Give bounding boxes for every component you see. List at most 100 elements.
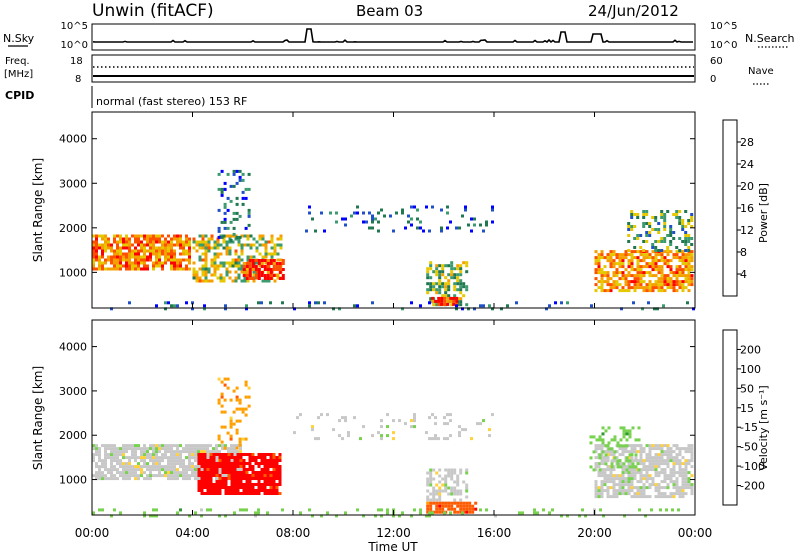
heatmap-cell [194, 444, 197, 448]
heatmap-cell [225, 270, 229, 274]
heatmap-cell [488, 434, 491, 438]
heatmap-cell [245, 453, 249, 456]
heatmap-cell [221, 465, 225, 468]
heatmap-cell [669, 231, 673, 234]
heatmap-cell [612, 483, 616, 487]
heatmap-cell [197, 483, 201, 486]
heatmap-cell [560, 514, 563, 518]
heatmap-cell [669, 225, 673, 228]
heatmap-cell [104, 444, 107, 448]
heatmap-cell [612, 265, 616, 269]
heatmap-cell [465, 264, 469, 268]
heatmap-cell [223, 217, 227, 221]
heatmap-cell [675, 477, 679, 481]
heatmap-cell [110, 261, 113, 265]
heatmap-cell [609, 471, 613, 475]
heatmap-cell [173, 444, 176, 448]
heatmap-cell [618, 447, 622, 451]
heatmap-cell [209, 465, 213, 468]
heatmap-cell [426, 480, 430, 484]
heatmap-cell [222, 246, 226, 250]
heatmap-cell [690, 237, 694, 240]
heatmap-cell [648, 447, 652, 451]
heatmap-cell [266, 265, 270, 268]
heatmap-cell [179, 444, 182, 448]
heatmap-cell [122, 474, 125, 478]
heatmap-cell [678, 280, 682, 284]
nsky-label: N.Sky [3, 32, 35, 45]
heatmap-cell [128, 255, 131, 259]
heatmap-cell [687, 219, 691, 222]
heatmap-cell [651, 465, 655, 469]
heatmap-cell [485, 220, 488, 224]
heatmap-cell [687, 486, 691, 490]
heatmap-cell [167, 249, 170, 253]
heatmap-cell [426, 288, 430, 292]
heatmap-cell [663, 468, 667, 472]
heatmap-cell [621, 492, 625, 496]
heatmap-cell [204, 276, 208, 280]
heatmap-cell [627, 240, 631, 243]
heatmap-cell [152, 249, 155, 253]
heatmap-cell [260, 474, 264, 477]
heatmap-cell [642, 474, 646, 478]
heatmap-cell [194, 471, 197, 475]
heatmap-cell [188, 243, 191, 247]
heatmap-cell [192, 261, 196, 265]
heatmap-cell [615, 274, 619, 278]
heatmap-cell [473, 217, 476, 221]
heatmap-cell [260, 477, 264, 480]
heatmap-cell [383, 214, 386, 218]
heatmap-cell [678, 265, 682, 269]
heatmap-cell [227, 471, 231, 474]
heatmap-cell [684, 492, 688, 496]
heatmap-cell [209, 462, 213, 465]
heatmap-cell [260, 271, 264, 274]
heatmap-cell [233, 489, 237, 492]
heatmap-cell [675, 213, 679, 216]
heatmap-cell [275, 268, 279, 271]
heatmap-cell [95, 477, 98, 481]
heatmap-cell [134, 477, 137, 481]
heatmap-cell [191, 465, 194, 469]
y-tick-label: 3000 [59, 385, 87, 398]
nave-tick-bottom: 0 [710, 74, 716, 85]
heatmap-cell [335, 220, 338, 224]
heatmap-cell [251, 489, 255, 492]
heatmap-cell [612, 468, 616, 472]
heatmap-cell [642, 465, 646, 469]
heatmap-cell [222, 276, 226, 280]
heatmap-cell [92, 474, 95, 478]
heatmap-cell [603, 280, 607, 284]
heatmap-cell [170, 237, 173, 241]
heatmap-cell [660, 283, 664, 287]
heatmap-cell [191, 468, 194, 472]
heatmap-cell [263, 268, 267, 271]
heatmap-cell [633, 274, 637, 278]
heatmap-cell [398, 514, 401, 518]
heatmap-cell [229, 416, 233, 420]
heatmap-cell [230, 489, 234, 492]
heatmap-cell [347, 431, 350, 435]
colorbar-tick-label: -50 [740, 441, 758, 454]
heatmap-cell [149, 468, 152, 472]
heatmap-cell [204, 261, 208, 265]
heatmap-cell [663, 283, 667, 287]
heatmap-cell [236, 465, 240, 468]
heatmap-cell [465, 288, 469, 292]
heatmap-cell [247, 211, 251, 215]
heatmap-cell [228, 240, 232, 244]
heatmap-cell [681, 225, 685, 228]
heatmap-cell [149, 471, 152, 475]
heatmap-cell [260, 259, 264, 262]
heatmap-cell [252, 237, 256, 241]
heatmap-cell [170, 243, 173, 247]
heatmap-cell [230, 477, 234, 480]
heatmap-cell [158, 462, 161, 466]
heatmap-cell [248, 468, 252, 471]
heatmap-cell [188, 237, 191, 241]
heatmap-cell [240, 270, 244, 274]
heatmap-cell [229, 425, 233, 429]
heatmap-cell [134, 474, 137, 478]
